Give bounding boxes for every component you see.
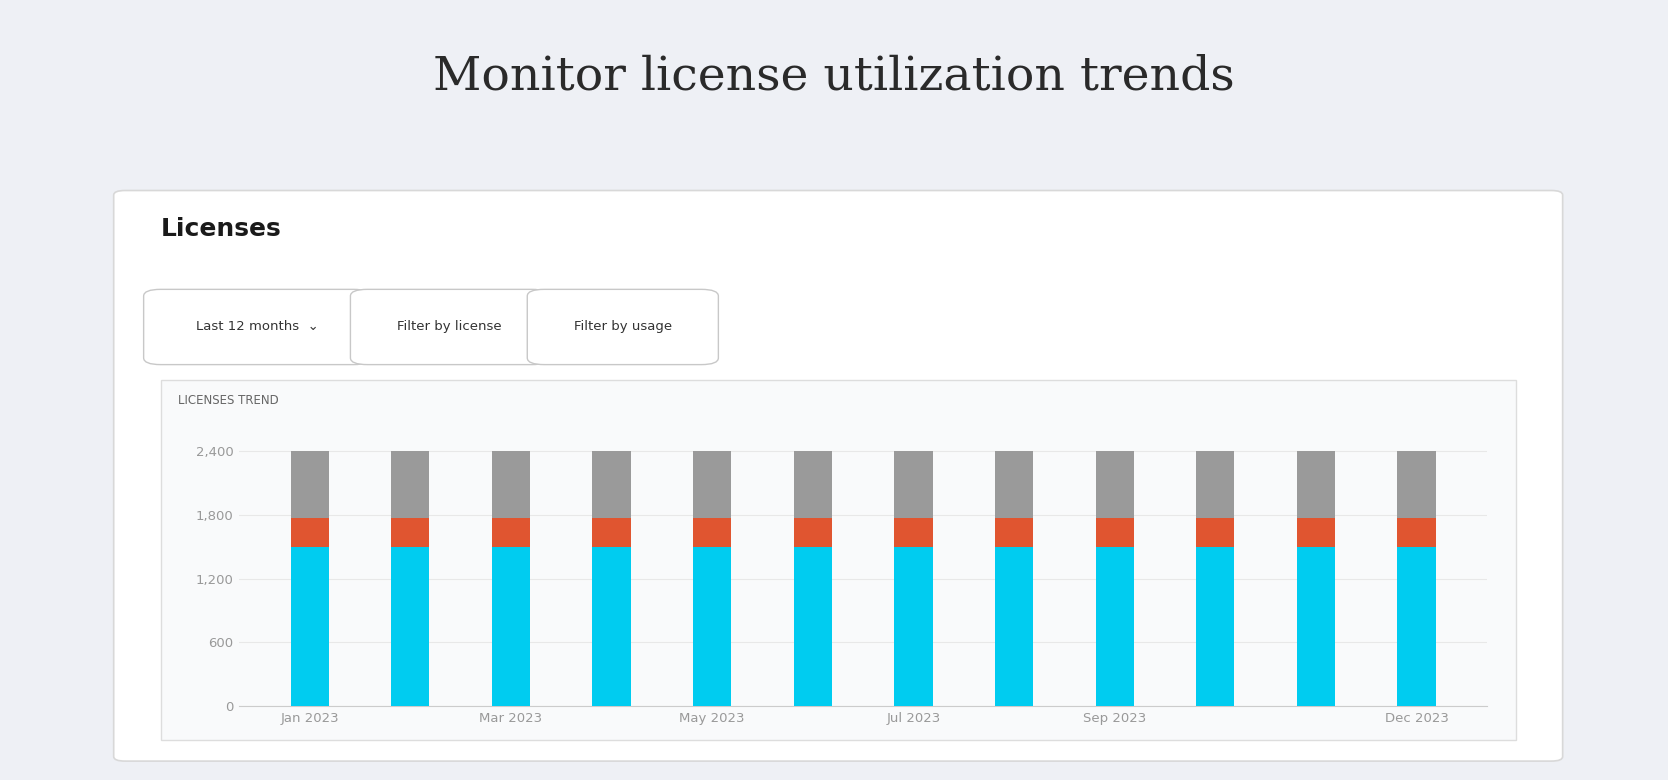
Bar: [1398, 452, 1436, 518]
Text: Filter by license: Filter by license: [397, 321, 502, 334]
Bar: [794, 547, 832, 706]
Bar: [290, 547, 329, 706]
FancyBboxPatch shape: [160, 381, 1516, 739]
Bar: [1096, 452, 1134, 518]
Text: Monitor license utilization trends: Monitor license utilization trends: [434, 55, 1234, 100]
Bar: [1296, 518, 1334, 547]
FancyBboxPatch shape: [143, 289, 370, 364]
Bar: [1196, 518, 1234, 547]
Bar: [1196, 452, 1234, 518]
Bar: [1296, 547, 1334, 706]
Bar: [1096, 518, 1134, 547]
Bar: [694, 452, 731, 518]
Bar: [794, 452, 832, 518]
FancyBboxPatch shape: [350, 289, 549, 364]
Bar: [1296, 452, 1334, 518]
Bar: [290, 452, 329, 518]
Bar: [392, 518, 429, 547]
Bar: [1096, 547, 1134, 706]
Bar: [492, 452, 530, 518]
FancyBboxPatch shape: [527, 289, 719, 364]
Bar: [492, 518, 530, 547]
Bar: [1398, 518, 1436, 547]
Bar: [492, 547, 530, 706]
Text: Licenses: Licenses: [160, 218, 282, 242]
FancyBboxPatch shape: [113, 190, 1563, 761]
Bar: [994, 547, 1032, 706]
Bar: [1398, 547, 1436, 706]
Bar: [392, 547, 429, 706]
Bar: [994, 518, 1032, 547]
Bar: [894, 547, 932, 706]
Bar: [592, 518, 631, 547]
Bar: [694, 547, 731, 706]
Text: LICENSES TREND: LICENSES TREND: [178, 395, 279, 407]
Bar: [592, 452, 631, 518]
Bar: [894, 452, 932, 518]
Bar: [794, 518, 832, 547]
Bar: [1196, 547, 1234, 706]
Bar: [994, 452, 1032, 518]
Bar: [894, 518, 932, 547]
Text: Filter by usage: Filter by usage: [574, 321, 672, 334]
Bar: [290, 518, 329, 547]
Bar: [392, 452, 429, 518]
Bar: [694, 518, 731, 547]
Text: Last 12 months  ⌄: Last 12 months ⌄: [195, 321, 319, 334]
Bar: [592, 547, 631, 706]
